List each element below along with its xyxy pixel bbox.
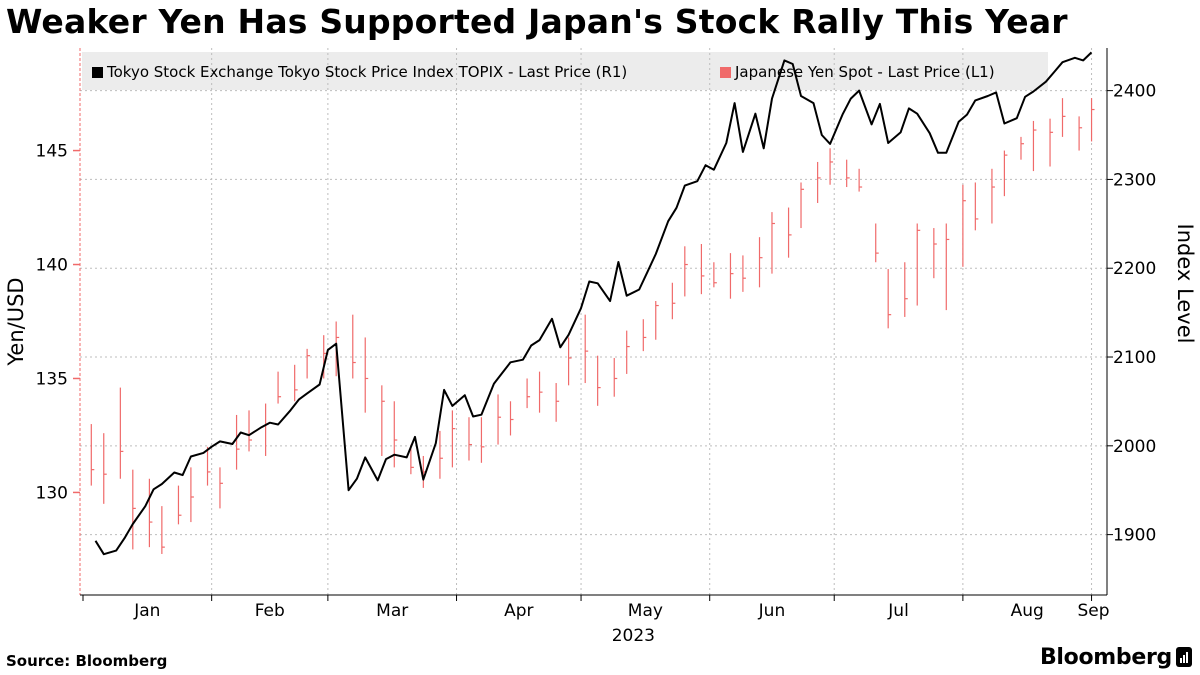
left-tick-label: 135 [36,369,68,389]
left-tick-label: 130 [36,483,68,503]
brand-text: Bloomberg [1039,645,1172,670]
legend-item-topix: Tokyo Stock Exchange Tokyo Stock Price I… [92,61,627,83]
x-tick-label: Feb [255,601,285,621]
x-tick-label: Sep [1078,601,1110,621]
x-tick-label: Apr [504,601,533,621]
right-tick-label: 2400 [1113,82,1156,102]
legend-label-topix: Tokyo Stock Exchange Tokyo Stock Price I… [107,63,628,81]
legend-swatch-yen [720,67,731,78]
legend-label-yen: Japanese Yen Spot - Last Price (L1) [735,63,995,81]
right-tick-label: 2200 [1113,259,1156,279]
right-axis-title: Index Level [1173,224,1197,344]
left-tick-label: 145 [36,142,68,162]
legend-item-yen: Japanese Yen Spot - Last Price (L1) [720,61,995,83]
x-tick-label: Aug [1011,601,1044,621]
x-tick-label: Mar [376,601,408,621]
bloomberg-logo: Bloomberg [1040,645,1192,670]
right-tick-label: 1900 [1113,526,1156,546]
legend [82,52,1048,90]
legend-swatch-topix [92,67,103,78]
right-tick-label: 2000 [1113,437,1156,457]
x-tick-label: Jul [887,601,909,621]
x-tick-label: Jan [133,601,160,621]
left-tick-label: 140 [36,256,68,276]
left-axis-title: Yen/USD [4,277,28,366]
right-tick-label: 2300 [1113,170,1156,190]
x-year-label: 2023 [612,626,655,646]
x-tick-label: May [628,601,663,621]
right-tick-label: 2100 [1113,348,1156,368]
bloomberg-terminal-icon [1176,647,1192,667]
x-tick-label: Jun [758,601,786,621]
chart-title: Weaker Yen Has Supported Japan's Stock R… [6,2,1068,41]
source-note: Source: Bloomberg [6,652,168,670]
topix-line [94,51,1093,556]
